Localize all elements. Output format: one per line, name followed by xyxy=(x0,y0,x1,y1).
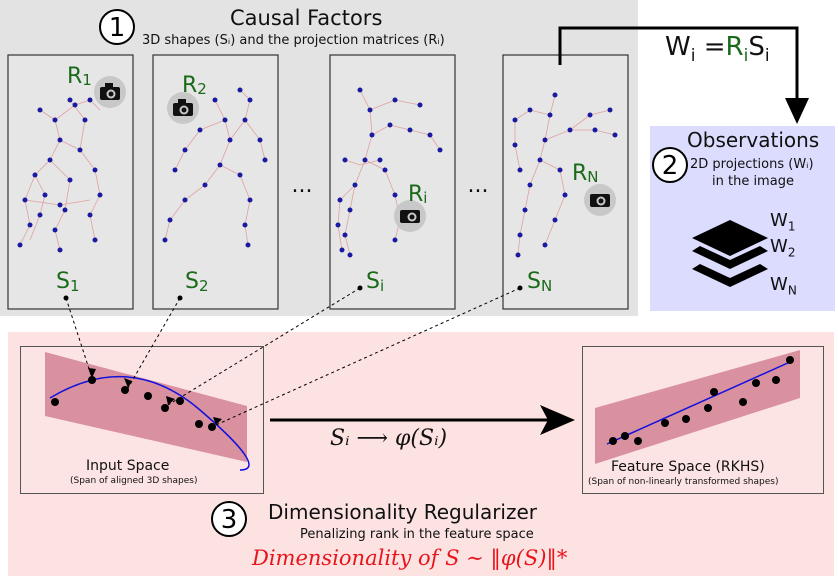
r-label-1: R1 xyxy=(67,64,92,89)
input-space-caption: (Span of aligned 3D shapes) xyxy=(70,476,198,486)
observations-line2: in the image xyxy=(712,174,794,189)
mapping-formula: Sᵢ ⟶ φ(Sᵢ) xyxy=(330,426,448,451)
s-label-1: S1 xyxy=(56,269,80,295)
regularizer-title: Dimensionality Regularizer xyxy=(268,500,538,524)
circle-number-2-icon: 2 xyxy=(652,147,688,183)
r-label-n: RN xyxy=(572,161,599,186)
wn-label: WN xyxy=(770,274,797,298)
dashed-connectors xyxy=(65,287,521,426)
regularizer-subtitle: Penalizing rank in the feature space xyxy=(300,527,534,542)
regularizer-equation: Dimensionality of S ∼ ‖φ(S)‖* xyxy=(252,546,568,570)
w1-label: W1 xyxy=(770,210,796,234)
s-label-n: SN xyxy=(527,269,552,295)
causal-subtitle: 3D shapes (Sᵢ) and the projection matric… xyxy=(142,33,445,48)
layers-icon xyxy=(692,220,768,287)
feature-plane xyxy=(595,350,800,464)
s-label-i: Si xyxy=(366,269,384,295)
panel-i xyxy=(329,54,456,310)
camera-icon xyxy=(584,184,616,216)
r-label-2: R2 xyxy=(182,73,207,98)
feature-space-title: Feature Space (RKHS) xyxy=(611,459,765,475)
observations-title: Observations xyxy=(687,128,820,152)
skeleton-joints-1 xyxy=(17,97,103,253)
causal-number: 1 xyxy=(109,13,126,43)
shape-panels: ... ... R1 R2 Ri RN S1 S2 xyxy=(7,54,629,310)
panel-n xyxy=(502,54,629,310)
w2-label: W2 xyxy=(770,236,796,260)
r-label-i: Ri xyxy=(408,182,427,207)
ellipsis-1: ... xyxy=(292,173,313,198)
skeleton-joints-n xyxy=(512,92,618,258)
causal-title: Causal Factors xyxy=(230,6,383,30)
input-points xyxy=(51,376,216,431)
camera-icon xyxy=(94,76,126,108)
camera-icon xyxy=(394,200,426,232)
circle-number-1-icon: 1 xyxy=(99,9,135,45)
feature-points xyxy=(609,356,794,445)
observations-line1: 2D projections (Wᵢ) xyxy=(690,157,814,172)
skeleton-joints-2 xyxy=(162,87,268,248)
formula-w-equals-rs: Wi =RiSi xyxy=(665,32,770,67)
camera-icon xyxy=(167,92,199,124)
formula-arrow xyxy=(558,26,809,124)
skeleton-joints-i xyxy=(335,87,443,258)
feature-space-caption: (Span of non-linearly transformed shapes… xyxy=(588,477,779,487)
connector-heads xyxy=(63,285,523,425)
input-plane xyxy=(45,352,247,462)
circle-number-3-icon xyxy=(211,501,247,537)
input-space-title: Input Space xyxy=(86,458,170,474)
observations-number: 2 xyxy=(662,151,679,181)
regularizer-number: 3 xyxy=(221,505,238,535)
s-label-2: S2 xyxy=(185,269,209,295)
mapping-arrow-head xyxy=(540,405,575,435)
feature-line xyxy=(606,361,791,445)
ellipsis-2: ... xyxy=(468,173,489,198)
